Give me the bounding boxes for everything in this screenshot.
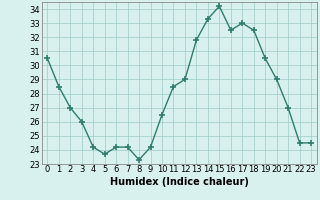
X-axis label: Humidex (Indice chaleur): Humidex (Indice chaleur) bbox=[110, 177, 249, 187]
